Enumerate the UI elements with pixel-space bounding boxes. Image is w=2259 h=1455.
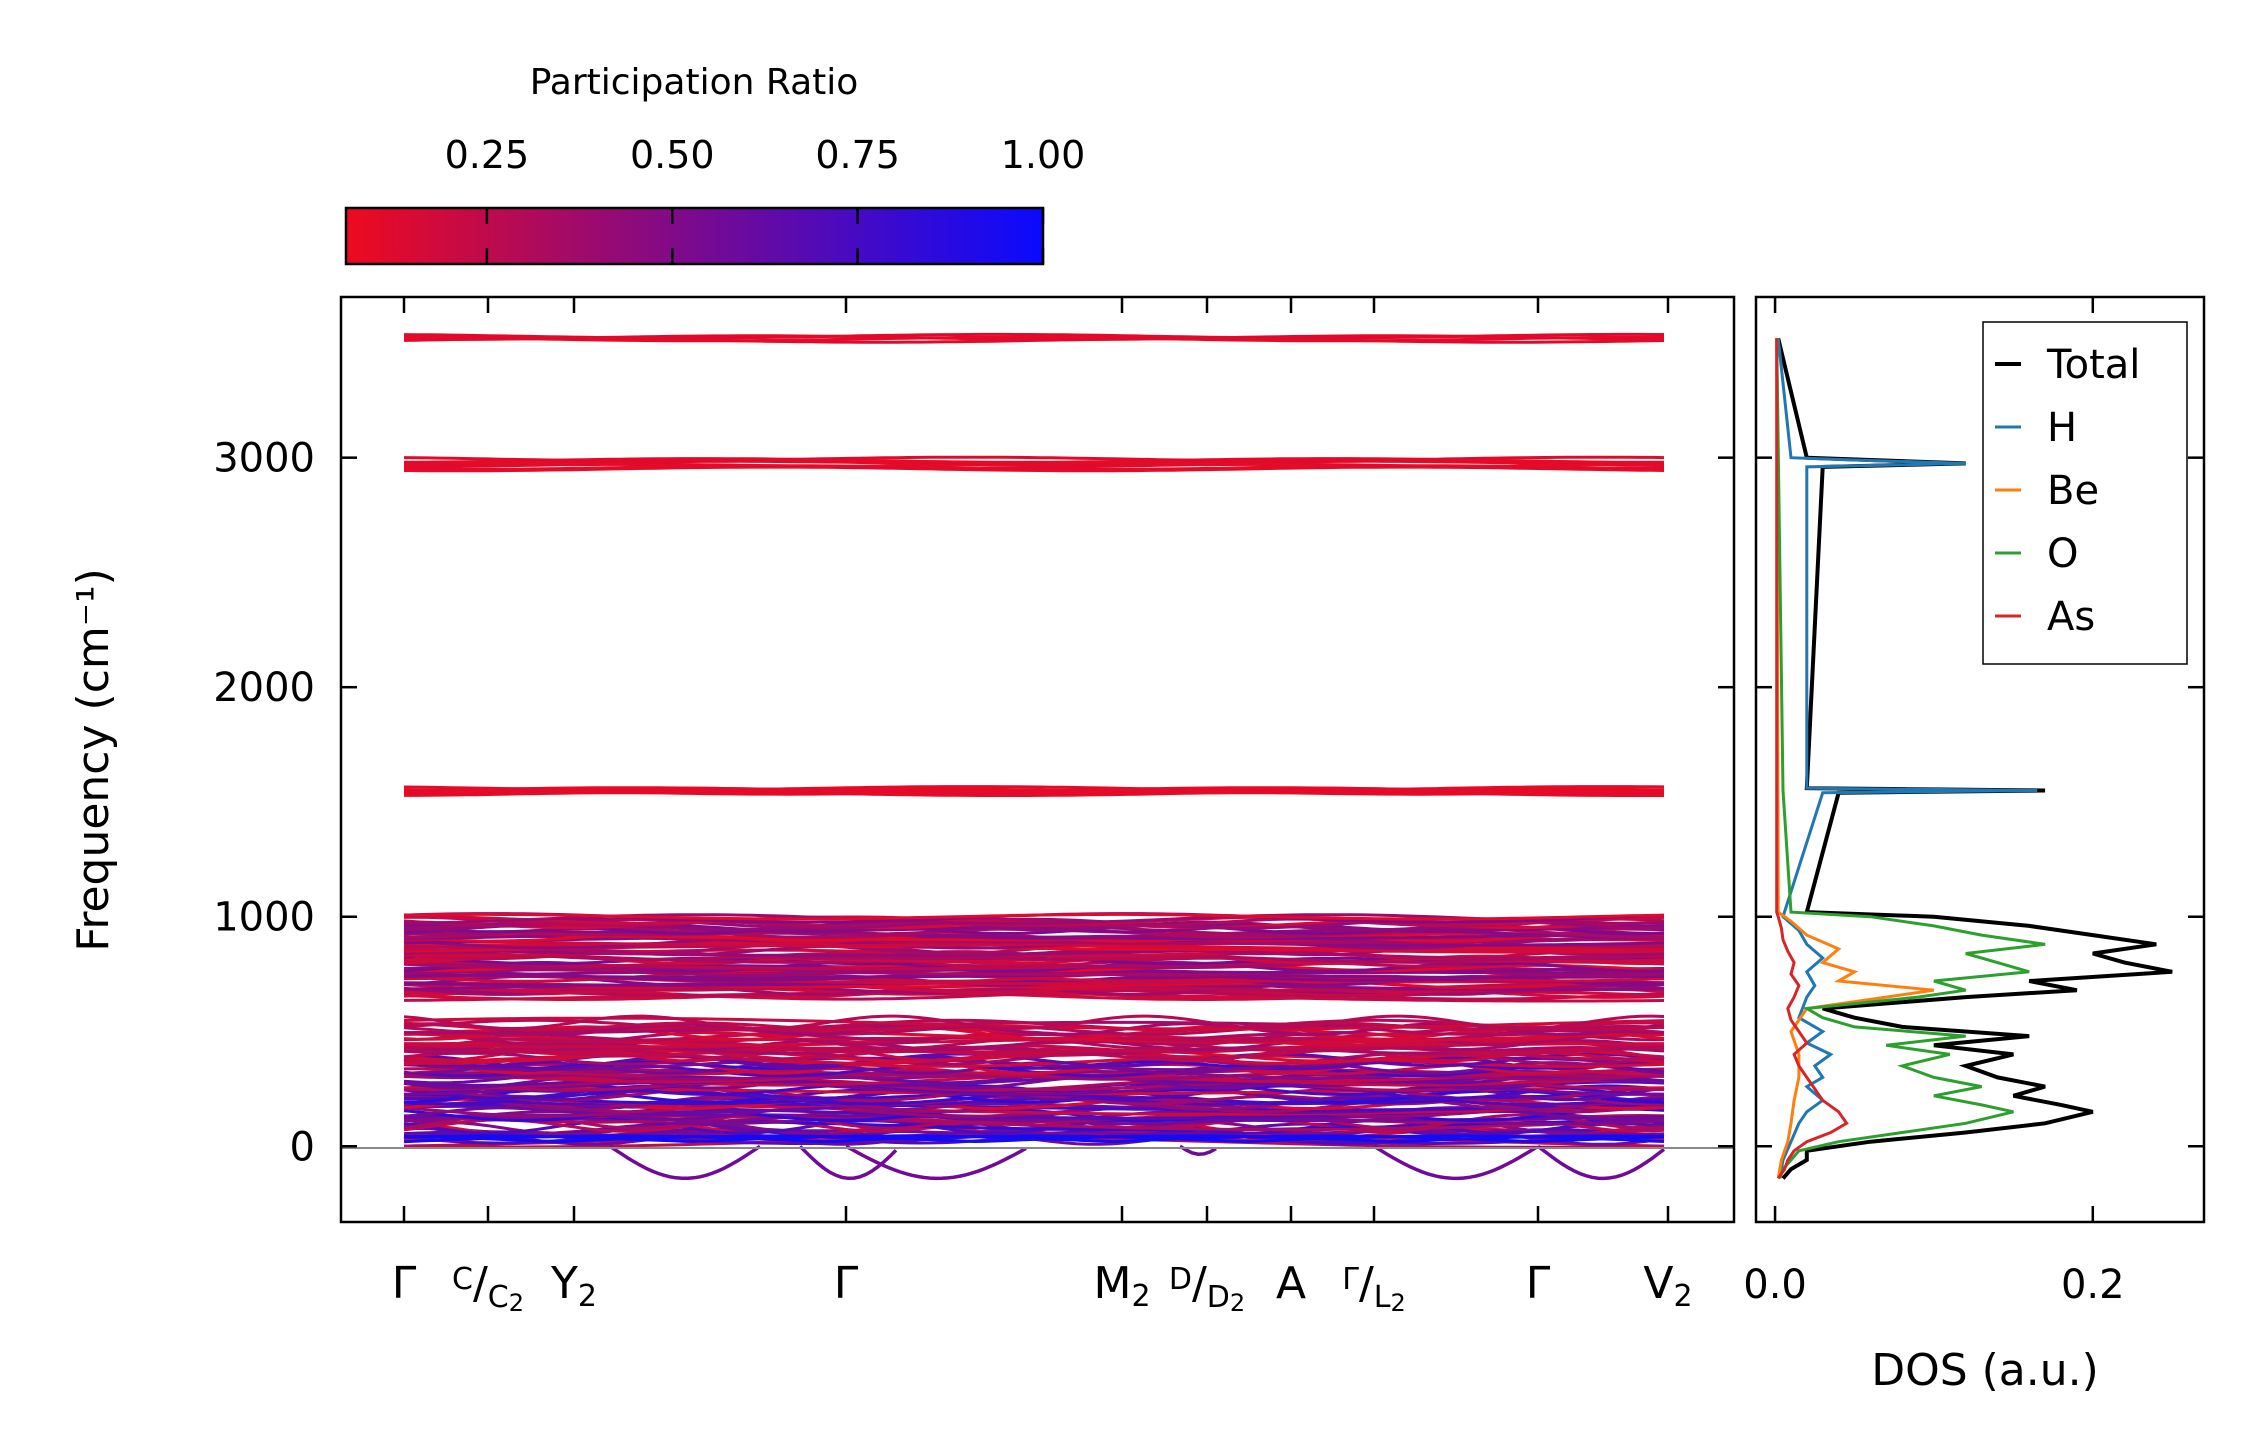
dos-series-as	[1775, 338, 1849, 1180]
band-path-label: C/C2	[452, 1258, 524, 1317]
band-path-label: Γ/L2	[1342, 1258, 1406, 1317]
band-line	[403, 937, 1665, 947]
band-line	[403, 912, 1665, 921]
band-y-tick-label: 2000	[213, 665, 315, 711]
band-line-acoustic	[403, 1134, 1665, 1144]
band-line-acoustic	[1373, 1144, 1537, 1181]
band-line	[403, 956, 1665, 968]
band-line	[403, 455, 1665, 463]
dos-series-h	[1776, 338, 2038, 1179]
band-axes-frame	[339, 295, 1736, 1224]
dos-series-be	[1775, 338, 1935, 1179]
band-path-label: Γ	[392, 1258, 417, 1309]
dos-x-ticks: 0.0 0.2	[1743, 297, 2125, 1308]
dos-x-tick-label: 0.2	[2061, 1262, 2125, 1308]
band-line-acoustic	[1536, 1144, 1666, 1181]
dos-lines	[1775, 337, 2173, 1180]
dos-y-ticks	[1756, 456, 2204, 1148]
band-path-label: D/D2	[1169, 1258, 1245, 1317]
band-line-acoustic	[845, 1144, 1027, 1181]
band-line-acoustic	[609, 1144, 761, 1181]
band-path-label: Γ	[1526, 1258, 1551, 1309]
colorbar-tick-labels: 0.25 0.50 0.75 1.00	[445, 133, 1086, 177]
band-line	[403, 461, 1665, 469]
legend-label-as: As	[2047, 594, 2095, 640]
band-line-acoustic	[798, 1145, 898, 1181]
colorbar: Participation Ratio 0.25 0.50 0.75 1.00	[344, 62, 1086, 266]
band-line-acoustic	[1179, 1144, 1217, 1156]
band-y-tick-label: 1000	[213, 895, 315, 941]
legend-label-o: O	[2047, 531, 2078, 577]
band-line-acoustic	[403, 1134, 1665, 1144]
band-lines	[403, 332, 1666, 1181]
colorbar-title: Participation Ratio	[530, 62, 859, 103]
dos-x-tick-label: 0.0	[1743, 1262, 1807, 1308]
band-line	[403, 1018, 1665, 1032]
legend-label-total: Total	[2046, 342, 2140, 388]
band-line	[403, 1117, 1665, 1132]
band-line	[403, 1044, 1665, 1054]
band-y-tick-label: 0	[290, 1124, 315, 1170]
colorbar-gradient	[344, 206, 1045, 266]
band-path-label: Γ	[834, 1258, 859, 1309]
band-structure-plot: 0 1000 2000 3000 Γ C/C2 Y2 Γ M2 D/D2 A Γ/L2 Γ V2 Fre…	[68, 295, 1736, 1317]
band-line	[403, 1046, 1665, 1057]
band-y-ticks: 0 1000 2000 3000	[213, 436, 1734, 1170]
band-path-label: A	[1276, 1258, 1306, 1309]
band-line	[403, 977, 1665, 990]
band-x-ticks	[402, 297, 1670, 1222]
x-axis-title-dos: DOS (a.u.)	[1871, 1345, 2099, 1396]
band-path-label: Y2	[550, 1258, 597, 1314]
band-line	[403, 915, 1665, 928]
band-path-labels: Γ C/C2 Y2 Γ M2 D/D2 A Γ/L2 Γ V2	[392, 1258, 1693, 1317]
colorbar-tick-label: 0.25	[445, 133, 530, 177]
colorbar-tick-label: 1.00	[1001, 133, 1086, 177]
legend-frame	[1982, 321, 2188, 665]
band-line	[403, 786, 1665, 793]
legend-label-be: Be	[2047, 468, 2099, 514]
colorbar-tick-label: 0.75	[815, 133, 900, 177]
band-y-tick-label: 3000	[213, 436, 315, 482]
dos-legend: Total H Be O As	[1982, 321, 2188, 665]
dos-plot: 0.0 0.2 DOS (a.u.) Total H Be O As	[1743, 295, 2206, 1396]
colorbar-ticks	[485, 208, 1045, 264]
band-line	[403, 785, 1665, 792]
band-line	[403, 1014, 1665, 1031]
band-line	[403, 332, 1664, 340]
legend-label-h: H	[2047, 405, 2077, 451]
band-line	[404, 335, 1664, 343]
y-axis-title: Frequency (cm⁻¹)	[68, 568, 119, 952]
dos-axes-frame	[1754, 295, 2206, 1224]
band-path-label: V2	[1643, 1258, 1692, 1314]
dos-series-o	[1775, 338, 2046, 1179]
band-path-label: M2	[1093, 1258, 1150, 1314]
band-line	[403, 1055, 1665, 1071]
colorbar-tick-label: 0.50	[630, 133, 715, 177]
